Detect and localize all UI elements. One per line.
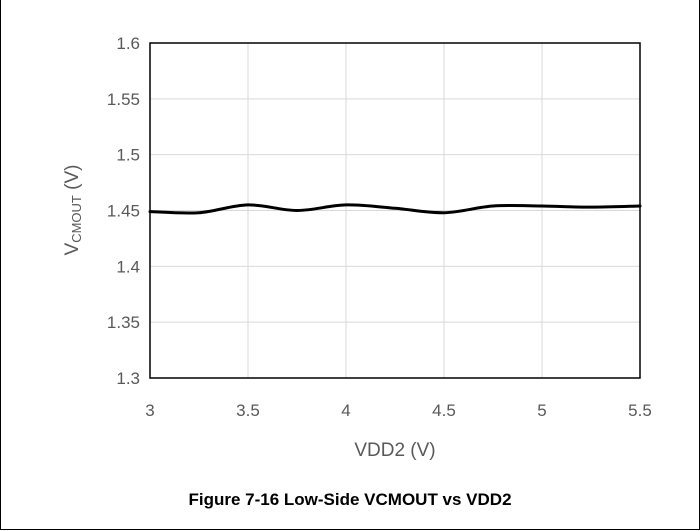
y-tick-labels: 1.3 1.35 1.4 1.45 1.5 1.55 1.6 (107, 34, 140, 388)
y-tick-label: 1.3 (116, 369, 140, 388)
y-axis-title-unit: (V) (62, 165, 83, 196)
y-axis-title-main: V (62, 242, 83, 255)
y-tick-label: 1.5 (116, 146, 140, 165)
y-tick-label: 1.35 (107, 313, 140, 332)
figure-caption: Figure 7-16 Low-Side VCMOUT vs VDD2 (188, 490, 512, 509)
x-tick-label: 4.5 (432, 401, 456, 420)
y-axis-title-subscript: CMOUT (69, 195, 84, 243)
x-tick-label: 3.5 (236, 401, 260, 420)
x-axis-title: VDD2 (V) (354, 440, 435, 461)
x-tick-label: 4 (341, 401, 350, 420)
x-tick-label: 5 (537, 401, 546, 420)
series-line (148, 203, 642, 215)
y-tick-label: 1.55 (107, 90, 140, 109)
y-axis-title: VCMOUT (V) (62, 165, 84, 256)
y-tick-label: 1.6 (116, 34, 140, 53)
x-tick-label: 3 (145, 401, 154, 420)
y-tick-label: 1.45 (107, 202, 140, 221)
chart: 1.3 1.35 1.4 1.45 1.5 1.55 1.6 3 3.5 4 4.5 5 5.5 VD… (62, 34, 652, 461)
x-tick-labels: 3 3.5 4 4.5 5 5.5 (145, 401, 652, 420)
gridlines (149, 42, 641, 379)
y-tick-label: 1.4 (116, 257, 140, 276)
x-tick-label: 5.5 (628, 401, 652, 420)
